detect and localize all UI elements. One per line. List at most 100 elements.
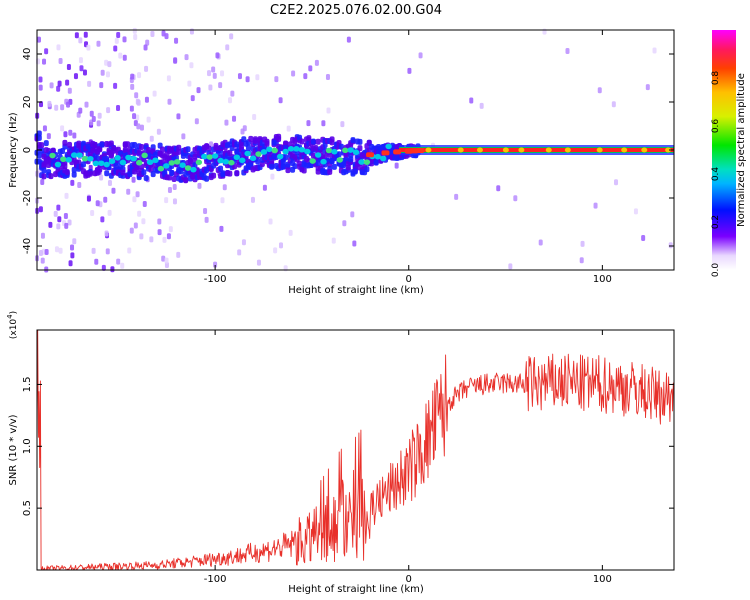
spectrogram-noise-cell [538, 239, 543, 246]
spectrogram-noise-cell [139, 233, 144, 240]
spectrogram-noise-cell [130, 83, 135, 90]
spectrogram-band-cell [87, 170, 93, 177]
spectrogram-band-cell [108, 152, 114, 159]
spectrogram-noise-cell [222, 184, 227, 191]
spectrogram-band-cell [80, 140, 86, 147]
spectrogram-noise-cell [66, 101, 71, 108]
spectrogram-core-cell [125, 154, 132, 161]
spectrogram-core-cell [293, 146, 300, 152]
spectrogram-noise-cell [268, 218, 273, 225]
spectrogram-noise-cell [135, 191, 140, 198]
spectrogram-band-cell [292, 163, 298, 170]
spectrogram-noise-cell [224, 119, 229, 126]
spectrogram-band-cell [166, 174, 172, 181]
spectrogram-noise-cell [39, 101, 44, 108]
spectrogram-band-cell [252, 137, 258, 144]
spectrogram-core-cell [76, 152, 83, 158]
spectrogram-x-tick-label: -100 [204, 274, 227, 285]
spectrogram-noise-cell [245, 76, 250, 83]
spectrogram-noise-cell [66, 63, 71, 70]
spectrogram-band-cell [43, 140, 49, 147]
spectrogram-noise-cell [113, 45, 118, 52]
spectrogram-core-cell [217, 157, 224, 164]
spectrogram-noise-cell [542, 28, 547, 35]
spectrogram-noise-cell [164, 197, 169, 204]
spectrogram-core-cell [385, 143, 392, 150]
spectrogram-noise-cell [308, 65, 313, 72]
spectrogram-noise-cell [94, 258, 99, 265]
spectrogram-band-cell [204, 175, 210, 182]
spectrogram-noise-cell [44, 266, 49, 273]
spectrogram-y-tick-label: -40 [22, 238, 33, 254]
spectrogram-noise-cell [107, 209, 112, 216]
spectrogram-noise-cell [116, 258, 121, 265]
snr-frame [36, 329, 675, 571]
spectrogram-band-cell [132, 142, 138, 149]
svg-text:(x104): (x104) [6, 311, 19, 339]
spectrogram-core-cell [255, 151, 262, 157]
snr-y-multiplier: (x104) [6, 311, 19, 339]
colorbar-tick-label: 0.6 [711, 119, 721, 134]
spectrogram-noise-cell [46, 133, 51, 140]
spectrogram-noise-cell [56, 85, 61, 92]
snr-multiplier-exp: 4 [6, 314, 14, 319]
spectrogram-noise-cell [68, 260, 73, 267]
spectrogram-noise-cell [228, 97, 233, 104]
spectrogram-noise-cell [321, 120, 326, 127]
spectrogram-core-cell [157, 165, 165, 172]
colorbar-tick-label: 0.8 [711, 71, 721, 86]
spectrogram-noise-cell [137, 210, 142, 217]
spectrogram-band-cell [297, 160, 303, 167]
spectrogram-noise-cell [107, 179, 112, 186]
spectrogram-noise-cell [161, 255, 166, 262]
spectrogram-core-cell [152, 157, 159, 164]
spectrogram-noise-cell [242, 125, 247, 132]
spectrogram-noise-cell [129, 227, 134, 234]
snr-y-tick-label: 0.5 [22, 500, 33, 516]
spectrogram-core-cell [168, 160, 175, 166]
spectrogram-noise-cell [143, 44, 148, 51]
spectrogram-noise-cell [325, 74, 330, 81]
spectrogram-noise-cell [262, 184, 267, 191]
spectrogram-core-cell [249, 155, 257, 162]
spectrogram-core-cell [320, 158, 327, 165]
spectrogram-noise-cell [352, 240, 357, 247]
spectrogram-band-cell [48, 173, 54, 180]
spectrogram-noise-cell [229, 33, 234, 40]
spectrogram-band-cell [234, 170, 240, 177]
spectrogram-noise-cell [167, 186, 172, 193]
spectrogram-line-dot [476, 147, 483, 153]
spectrogram-noise-cell [580, 240, 585, 247]
spectrogram-noise-cell [72, 238, 77, 245]
spectrogram-noise-cell [340, 121, 345, 128]
spectrogram-band-cell [136, 149, 142, 156]
spectrogram-band-cell [352, 168, 358, 175]
spectrogram-band-cell [125, 141, 131, 148]
colorbar-label: Normalized spectral amplitude [736, 73, 747, 227]
spectrogram-noise-cell [79, 65, 84, 72]
spectrogram-noise-cell [89, 110, 94, 117]
spectrogram-noise-cell [135, 114, 140, 121]
spectrogram-noise-cell [652, 47, 657, 54]
spectrogram-line-dot [545, 147, 552, 153]
spectrogram-core-cell [304, 148, 311, 155]
spectrogram-noise-cell [156, 128, 161, 135]
spectrogram-noise-cell [172, 184, 177, 191]
spectrogram-noise-cell [196, 87, 201, 94]
spectrogram-noise-cell [145, 39, 150, 46]
spectrogram-core-cell [195, 159, 203, 166]
spectrogram-noise-cell [96, 120, 101, 127]
spectrogram-core-cell [358, 159, 365, 165]
spectrogram-core-cell [244, 150, 251, 157]
spectrogram-noise-cell [97, 112, 102, 119]
spectrogram-band-cell [220, 171, 226, 178]
spectrogram-band-cell [276, 133, 282, 140]
spectrogram-band-cell [169, 170, 175, 177]
spectrogram-line-dot [425, 147, 432, 153]
spectrogram-noise-cell [63, 131, 68, 138]
spectrogram-noise-cell [241, 239, 246, 246]
colorbar-tick-label: 0.0 [711, 263, 721, 278]
spectrogram-noise-cell [418, 52, 423, 59]
spectrogram-noise-cell [67, 219, 72, 226]
spectrogram-core-cell [276, 153, 284, 160]
